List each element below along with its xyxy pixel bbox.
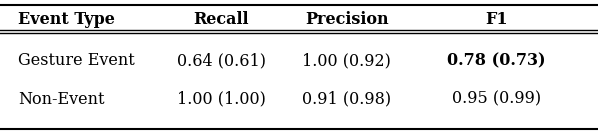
Text: 0.64 (0.61): 0.64 (0.61) — [177, 52, 266, 69]
Text: 1.00 (1.00): 1.00 (1.00) — [177, 91, 266, 107]
Text: Event Type: Event Type — [18, 11, 115, 28]
Text: Gesture Event: Gesture Event — [18, 52, 135, 69]
Text: 1.00 (0.92): 1.00 (0.92) — [303, 52, 391, 69]
Text: Precision: Precision — [305, 11, 389, 28]
Text: 0.78 (0.73): 0.78 (0.73) — [447, 52, 545, 69]
Text: Non-Event: Non-Event — [18, 91, 105, 107]
Text: F1: F1 — [485, 11, 508, 28]
Text: 0.91 (0.98): 0.91 (0.98) — [302, 91, 392, 107]
Text: Recall: Recall — [194, 11, 249, 28]
Text: 0.95 (0.99): 0.95 (0.99) — [451, 91, 541, 107]
